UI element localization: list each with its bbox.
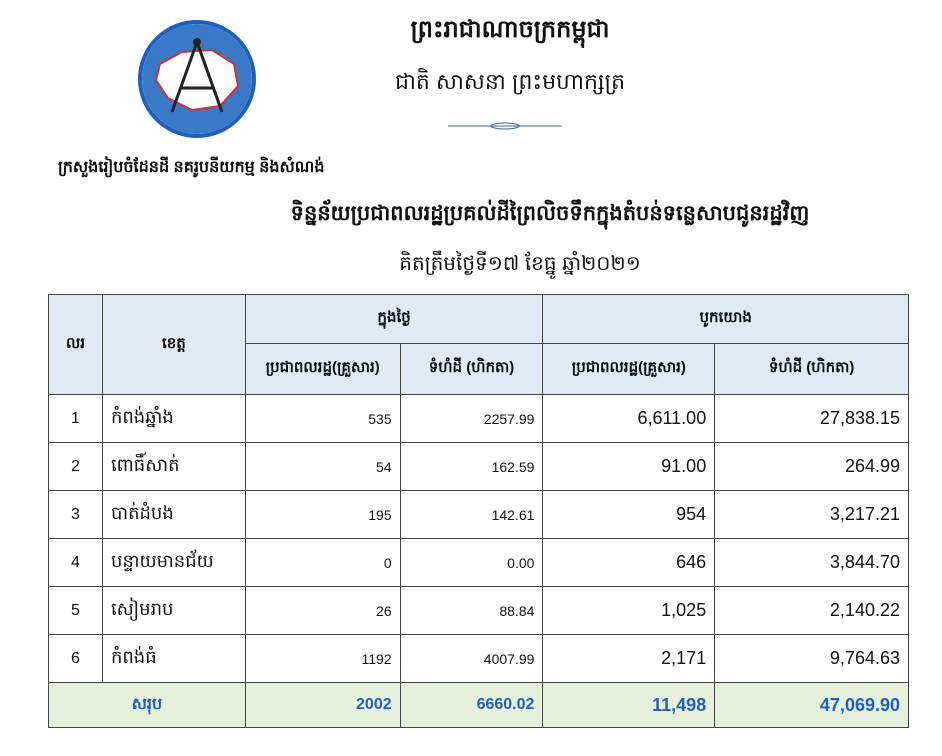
province-name: កំពង់ឆ្នាំង [101, 394, 246, 443]
province-name: សៀមរាប [101, 586, 246, 635]
today-area: 2257.99 [399, 394, 544, 443]
total-row: សរុប 2002 6660.02 11,498 47,069.90 [48, 682, 909, 728]
national-motto: ជាតិ សាសនា ព្រះមហាក្សត្រ [394, 69, 626, 94]
ministry-name: ក្រសួងរៀបចំដែនដី នគរូបនីយកម្ម និងសំណង់ [58, 159, 325, 176]
header-today-area: ទំហំដី (ហិកតា) [399, 343, 544, 395]
table-row: 5 សៀមរាប 26 88.84 1,025 2,140.22 [48, 586, 909, 635]
header-cumulative: បូកយោង [542, 294, 909, 344]
cum-area: 3,217.21 [714, 490, 909, 539]
cum-families: 2,171 [542, 634, 716, 683]
kingdom-heading: ព្រះរាជាណាចក្រកម្ពុជា [410, 16, 610, 43]
header-province: ខេត្ត [101, 294, 246, 395]
province-name: កំពង់ធំ [101, 634, 246, 683]
province-name: ពោធិ៍សាត់ [101, 442, 246, 491]
header-today: ក្នុងថ្ងៃ [244, 294, 544, 344]
cum-families: 6,611.00 [542, 394, 716, 443]
table-row: 6 កំពង់ធំ 1192 4007.99 2,171 9,764.63 [48, 634, 909, 683]
document-date: គិតត្រឹមថ្ងៃទី១៧ ខែធ្នូ ឆ្នាំ២០២១ [399, 253, 641, 275]
today-area: 142.61 [399, 490, 544, 539]
cum-area: 9,764.63 [714, 634, 909, 683]
cum-area: 27,838.15 [714, 394, 909, 443]
header-cum-area: ទំហំដី (ហិកតា) [714, 343, 909, 395]
today-area: 4007.99 [399, 634, 544, 683]
ornament-divider-icon [448, 122, 562, 130]
today-area: 162.59 [399, 442, 544, 491]
header-no: លរ [48, 294, 103, 395]
today-area: 0.00 [399, 538, 544, 587]
row-number: 2 [48, 442, 103, 491]
data-table: លរ ខេត្ត ក្នុងថ្ងៃ បូកយោង ប្រជាពលរដ្ឋ(គ្… [48, 294, 909, 728]
row-number: 5 [48, 586, 103, 635]
cum-area: 2,140.22 [714, 586, 909, 635]
cum-area: 264.99 [714, 442, 909, 491]
cum-families: 1,025 [542, 586, 716, 635]
today-families: 195 [244, 490, 401, 539]
total-today-area: 6660.02 [399, 682, 544, 728]
document-title: ទិន្នន័យប្រជាពលរដ្ឋប្រគល់ដីព្រៃលិចទឹកក្ន… [290, 202, 810, 225]
today-families: 0 [244, 538, 401, 587]
total-cum-families: 11,498 [542, 682, 716, 728]
province-name: បន្ទាយមានជ័យ [101, 538, 246, 587]
cum-families: 954 [542, 490, 716, 539]
today-area: 88.84 [399, 586, 544, 635]
ministry-logo [138, 20, 256, 138]
header-cum-families: ប្រជាពលរដ្ឋ(គ្រួសារ) [542, 343, 716, 395]
header-today-families: ប្រជាពលរដ្ឋ(គ្រួសារ) [244, 343, 401, 395]
total-label: សរុប [48, 682, 246, 728]
table-row: 2 ពោធិ៍សាត់ 54 162.59 91.00 264.99 [48, 442, 909, 491]
total-today-families: 2002 [244, 682, 401, 728]
table-row: 3 បាត់ដំបង 195 142.61 954 3,217.21 [48, 490, 909, 539]
cum-families: 91.00 [542, 442, 716, 491]
cum-families: 646 [542, 538, 716, 587]
row-number: 3 [48, 490, 103, 539]
row-number: 6 [48, 634, 103, 683]
cum-area: 3,844.70 [714, 538, 909, 587]
compass-map-icon [142, 24, 252, 134]
total-cum-area: 47,069.90 [714, 682, 909, 728]
table-row: 4 បន្ទាយមានជ័យ 0 0.00 646 3,844.70 [48, 538, 909, 587]
today-families: 54 [244, 442, 401, 491]
today-families: 26 [244, 586, 401, 635]
row-number: 4 [48, 538, 103, 587]
province-name: បាត់ដំបង [101, 490, 246, 539]
table-row: 1 កំពង់ឆ្នាំង 535 2257.99 6,611.00 27,838.15 [48, 394, 909, 443]
today-families: 1192 [244, 634, 401, 683]
today-families: 535 [244, 394, 401, 443]
row-number: 1 [48, 394, 103, 443]
